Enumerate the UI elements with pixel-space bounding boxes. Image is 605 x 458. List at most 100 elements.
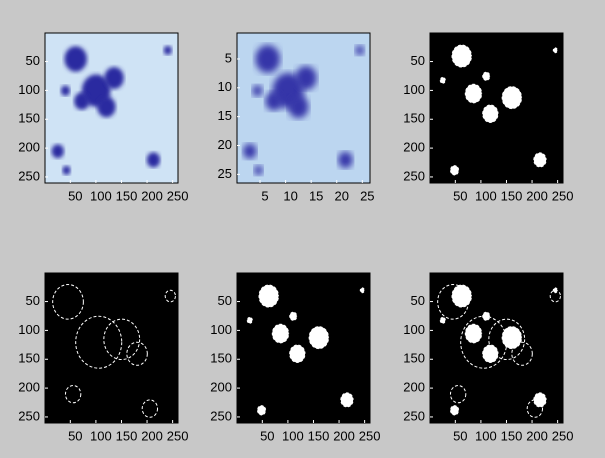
x-tick-label: 200 bbox=[526, 188, 548, 203]
figure: 5010015020025050100150200250510152025510… bbox=[0, 0, 605, 458]
y-tick-label: 100 bbox=[18, 322, 40, 337]
x-tick-label: 250 bbox=[167, 428, 189, 443]
x-tick-label: 200 bbox=[141, 188, 163, 203]
image bbox=[45, 273, 178, 423]
blob bbox=[450, 165, 459, 175]
cell bbox=[295, 66, 316, 90]
x-tick-label: 200 bbox=[333, 428, 355, 443]
blob bbox=[440, 77, 446, 84]
cell bbox=[64, 46, 87, 71]
x-tick-label: 100 bbox=[475, 428, 497, 443]
y-tick-label: 15 bbox=[218, 108, 232, 123]
image bbox=[237, 33, 370, 183]
blob bbox=[502, 326, 522, 349]
x-tick-label: 15 bbox=[309, 188, 323, 203]
image bbox=[237, 273, 370, 423]
x-tick-label: 100 bbox=[90, 428, 112, 443]
blob bbox=[465, 84, 482, 104]
y-tick-label: 200 bbox=[403, 140, 425, 155]
x-tick-label: 150 bbox=[501, 188, 523, 203]
x-tick-label: 250 bbox=[552, 428, 574, 443]
x-tick-label: 150 bbox=[501, 428, 523, 443]
y-tick-label: 200 bbox=[210, 380, 232, 395]
y-tick-label: 200 bbox=[403, 380, 425, 395]
y-tick-label: 50 bbox=[26, 53, 40, 68]
blob bbox=[340, 392, 353, 407]
image-bg bbox=[45, 273, 178, 423]
x-tick-label: 150 bbox=[116, 428, 138, 443]
cell bbox=[61, 86, 70, 96]
cell bbox=[254, 165, 263, 175]
blob bbox=[289, 345, 305, 363]
blob bbox=[257, 405, 266, 415]
y-tick-label: 50 bbox=[411, 53, 425, 68]
blob bbox=[272, 324, 289, 344]
blob bbox=[482, 72, 490, 81]
x-tick-label: 100 bbox=[475, 188, 497, 203]
x-tick-label: 100 bbox=[90, 188, 112, 203]
blob bbox=[289, 312, 297, 321]
x-tick-label: 10 bbox=[283, 188, 297, 203]
x-tick-label: 100 bbox=[282, 428, 304, 443]
cell bbox=[147, 152, 160, 167]
subplot: 5 10 15 20 25 5 10 15 20 25 bbox=[218, 33, 375, 203]
cell bbox=[62, 166, 70, 175]
x-tick-label: 50 bbox=[68, 428, 82, 443]
cell bbox=[243, 144, 257, 159]
blob bbox=[465, 324, 482, 344]
blob bbox=[451, 45, 471, 68]
x-tick-label: 150 bbox=[116, 188, 138, 203]
y-tick-label: 150 bbox=[210, 351, 232, 366]
x-tick-label: 50 bbox=[260, 428, 274, 443]
y-tick-label: 50 bbox=[218, 293, 232, 308]
y-tick-label: 150 bbox=[403, 351, 425, 366]
cell bbox=[255, 45, 280, 73]
cell bbox=[74, 92, 89, 109]
y-tick-label: 20 bbox=[218, 137, 232, 152]
x-tick-label: 150 bbox=[308, 428, 330, 443]
x-tick-label: 200 bbox=[141, 428, 163, 443]
x-tick-label: 200 bbox=[526, 428, 548, 443]
y-tick-label: 50 bbox=[411, 293, 425, 308]
cell bbox=[265, 92, 282, 111]
y-tick-label: 200 bbox=[18, 140, 40, 155]
cell bbox=[288, 95, 308, 118]
y-tick-label: 200 bbox=[18, 380, 40, 395]
x-tick-label: 50 bbox=[453, 188, 467, 203]
blob bbox=[309, 326, 329, 349]
y-tick-label: 250 bbox=[18, 408, 40, 423]
cell bbox=[355, 45, 364, 55]
y-tick-label: 250 bbox=[403, 168, 425, 183]
image bbox=[430, 273, 563, 423]
y-tick-label: 150 bbox=[403, 111, 425, 126]
x-tick-label: 25 bbox=[360, 188, 374, 203]
y-tick-label: 5 bbox=[225, 50, 232, 65]
x-tick-label: 50 bbox=[453, 428, 467, 443]
y-tick-label: 25 bbox=[218, 166, 232, 181]
blob bbox=[553, 47, 558, 53]
cell bbox=[52, 144, 64, 158]
blob bbox=[360, 287, 365, 293]
cell bbox=[164, 46, 172, 55]
y-tick-label: 10 bbox=[218, 79, 232, 94]
blob bbox=[502, 86, 522, 109]
y-tick-label: 100 bbox=[210, 322, 232, 337]
x-tick-label: 5 bbox=[261, 188, 268, 203]
cell bbox=[104, 67, 123, 89]
blob bbox=[247, 317, 253, 324]
x-tick-label: 250 bbox=[167, 188, 189, 203]
y-tick-label: 100 bbox=[18, 82, 40, 97]
y-tick-label: 150 bbox=[18, 111, 40, 126]
x-tick-label: 250 bbox=[359, 428, 381, 443]
x-tick-label: 20 bbox=[335, 188, 349, 203]
y-tick-label: 250 bbox=[403, 408, 425, 423]
y-tick-label: 50 bbox=[26, 293, 40, 308]
x-tick-label: 50 bbox=[68, 188, 82, 203]
cell bbox=[338, 152, 353, 169]
y-tick-label: 100 bbox=[403, 82, 425, 97]
cell bbox=[252, 85, 262, 96]
y-tick-label: 150 bbox=[18, 351, 40, 366]
y-tick-label: 250 bbox=[210, 408, 232, 423]
image bbox=[45, 33, 178, 183]
y-tick-label: 100 bbox=[403, 322, 425, 337]
